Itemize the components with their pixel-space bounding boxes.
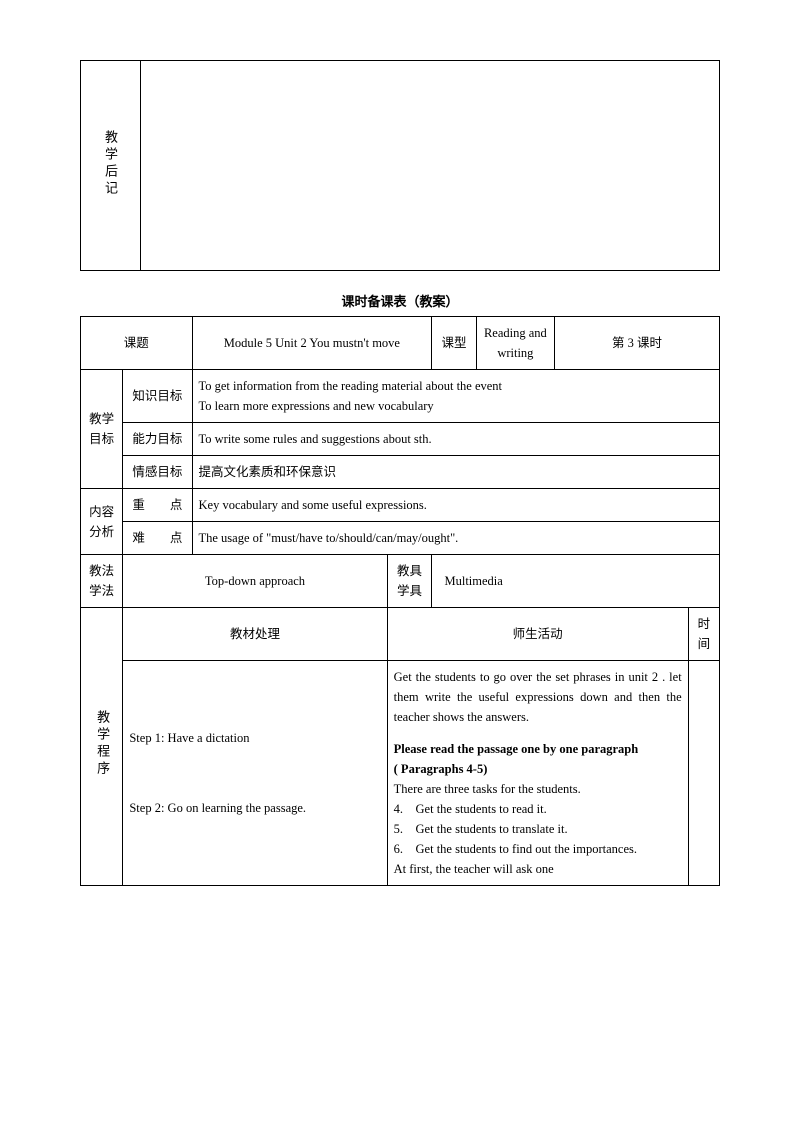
table-row: 内容分析 重 点 Key vocabulary and some useful … (81, 489, 720, 522)
lesson-plan-table: 课题 Module 5 Unit 2 You mustn't move 课型 R… (80, 316, 720, 886)
method-group-label: 教法学法 (81, 555, 123, 608)
proc-col1-header: 教材处理 (123, 608, 387, 661)
list-item: 4. Get the students to read it. (394, 799, 682, 819)
activity-list: 4. Get the students to read it. 5. Get t… (394, 799, 682, 859)
teaching-notes-content (141, 61, 720, 271)
list-item: 6. Get the students to find out the impo… (394, 839, 682, 859)
knowledge-text1: To get information from the reading mate… (199, 379, 503, 393)
knowledge-label: 知识目标 (123, 370, 192, 423)
proc-group-label: 教学程序 (81, 608, 123, 886)
key-label: 重 点 (123, 489, 192, 522)
knowledge-text2: To learn more expressions and new vocabu… (199, 399, 434, 413)
teaching-notes-label-cell: 教学后记 (81, 61, 141, 271)
content-group-label: 内容分析 (81, 489, 123, 555)
step1-text: Step 1: Have a dictation (129, 728, 380, 748)
proc-col3-header: 时间 (688, 608, 719, 661)
period-value: 第 3 课时 (554, 317, 719, 370)
table-row: 教法学法 Top-down approach 教具学具 Multimedia (81, 555, 720, 608)
activity-bold1: Please read the passage one by one parag… (394, 739, 682, 759)
ability-label: 能力目标 (123, 423, 192, 456)
table-row: Step 1: Have a dictation Step 2: Go on l… (81, 661, 720, 886)
type-label: 课型 (432, 317, 477, 370)
method-value: Top-down approach (123, 555, 387, 608)
tool-label: 教具学具 (387, 555, 432, 608)
teaching-notes-box: 教学后记 (80, 60, 720, 271)
table-row: 能力目标 To write some rules and suggestions… (81, 423, 720, 456)
proc-time (688, 661, 719, 886)
table-row: 难 点 The usage of "must/have to/should/ca… (81, 522, 720, 555)
proc-steps: Step 1: Have a dictation Step 2: Go on l… (123, 661, 387, 886)
ability-value: To write some rules and suggestions abou… (192, 423, 720, 456)
section-title: 课时备课表（教案） (80, 291, 720, 310)
tool-value: Multimedia (432, 555, 720, 608)
diff-label: 难 点 (123, 522, 192, 555)
emotion-value: 提高文化素质和环保意识 (192, 456, 720, 489)
proc-col2-header: 师生活动 (387, 608, 688, 661)
topic-label: 课题 (81, 317, 193, 370)
activity-p3: At first, the teacher will ask one (394, 859, 682, 879)
emotion-label: 情感目标 (123, 456, 192, 489)
table-row: 教学程序 教材处理 师生活动 时间 (81, 608, 720, 661)
teaching-notes-label: 教学后记 (101, 130, 120, 198)
activity-p1: Get the students to go over the set phra… (394, 667, 682, 727)
topic-value: Module 5 Unit 2 You mustn't move (192, 317, 432, 370)
activity-p2: There are three tasks for the students. (394, 779, 682, 799)
proc-activity: Get the students to go over the set phra… (387, 661, 688, 886)
knowledge-value: To get information from the reading mate… (192, 370, 720, 423)
activity-bold2: ( Paragraphs 4-5) (394, 759, 682, 779)
diff-value: The usage of "must/have to/should/can/ma… (192, 522, 720, 555)
table-row: 教学目标 知识目标 To get information from the re… (81, 370, 720, 423)
type-value: Reading and writing (476, 317, 554, 370)
table-row: 课题 Module 5 Unit 2 You mustn't move 课型 R… (81, 317, 720, 370)
list-item: 5. Get the students to translate it. (394, 819, 682, 839)
table-row: 情感目标 提高文化素质和环保意识 (81, 456, 720, 489)
key-value: Key vocabulary and some useful expressio… (192, 489, 720, 522)
goals-group-label: 教学目标 (81, 370, 123, 489)
step2-text: Step 2: Go on learning the passage. (129, 798, 380, 818)
